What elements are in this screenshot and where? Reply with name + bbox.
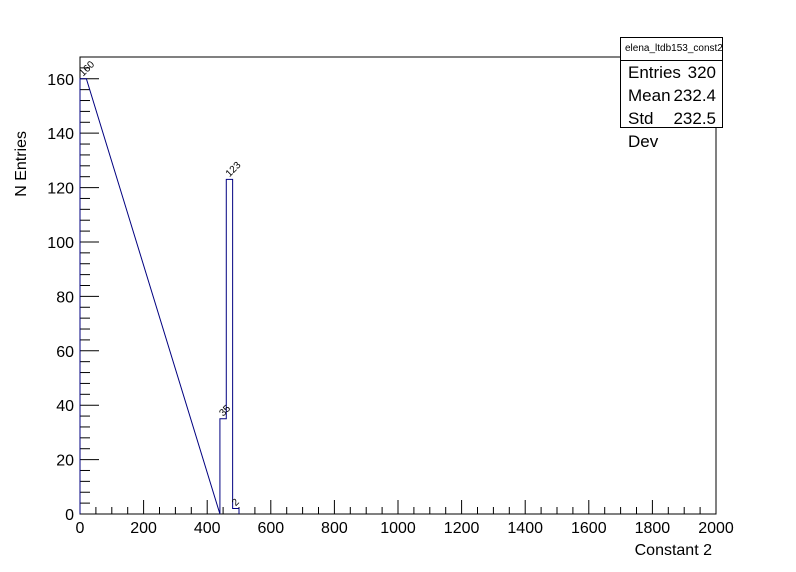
stats-label: Mean <box>628 86 671 105</box>
y-tick-label: 40 <box>56 398 74 415</box>
axes: 0 200 400 600 800 1000 1200 1400 1600 1800 2000 0 20… <box>47 56 734 537</box>
stats-title: elena_ltdb153_const2_temp <box>621 38 722 61</box>
stats-row-mean: Mean 232.4 <box>621 84 722 107</box>
y-tick-label: 0 <box>65 507 74 524</box>
x-tick-label: 1800 <box>635 520 671 537</box>
x-tick-label: 1600 <box>571 520 607 537</box>
x-tick-label: 1400 <box>507 520 543 537</box>
bin-count-label: 123 <box>224 160 244 180</box>
x-tick-label: 1000 <box>380 520 416 537</box>
stats-row-stddev: Std Dev 232.5 <box>621 107 722 153</box>
histogram-outline <box>79 78 240 515</box>
stats-value: 320 <box>687 63 716 82</box>
x-tick-label: 600 <box>257 520 284 537</box>
stats-value: 232.5 <box>673 109 716 128</box>
x-tick-label: 200 <box>130 520 157 537</box>
y-axis-label: N Entries <box>13 131 30 197</box>
y-tick-label: 160 <box>47 72 74 89</box>
histogram-bar <box>220 419 226 514</box>
y-tick-label: 60 <box>56 344 74 361</box>
histogram-bar <box>233 509 239 514</box>
x-tick-label: 2000 <box>698 520 734 537</box>
y-tick-label: 80 <box>56 289 74 306</box>
histogram-bar <box>226 179 232 514</box>
stats-label: Entries <box>628 63 681 82</box>
bin-count-label: 35 <box>217 403 233 419</box>
stats-row-entries: Entries 320 <box>621 61 722 84</box>
bin-count-label: 160 <box>78 59 98 79</box>
histogram-bars <box>79 78 240 515</box>
bin-labels: 160 35 123 2 <box>78 59 244 509</box>
x-tick-label: 800 <box>321 520 348 537</box>
x-tick-label: 0 <box>76 520 85 537</box>
x-tick-label: 400 <box>194 520 221 537</box>
y-tick-label: 100 <box>47 235 74 252</box>
x-tick-label: 1200 <box>444 520 480 537</box>
stats-label: Std Dev <box>628 109 659 151</box>
stats-value: 232.4 <box>673 86 716 105</box>
stats-box: elena_ltdb153_const2_temp Entries 320 Me… <box>620 37 723 151</box>
x-axis-label: Constant 2 <box>635 542 712 559</box>
bin-count-label: 2 <box>230 497 242 509</box>
y-tick-label: 20 <box>56 453 74 470</box>
y-tick-label: 120 <box>47 181 74 198</box>
y-tick-label: 140 <box>47 126 74 143</box>
